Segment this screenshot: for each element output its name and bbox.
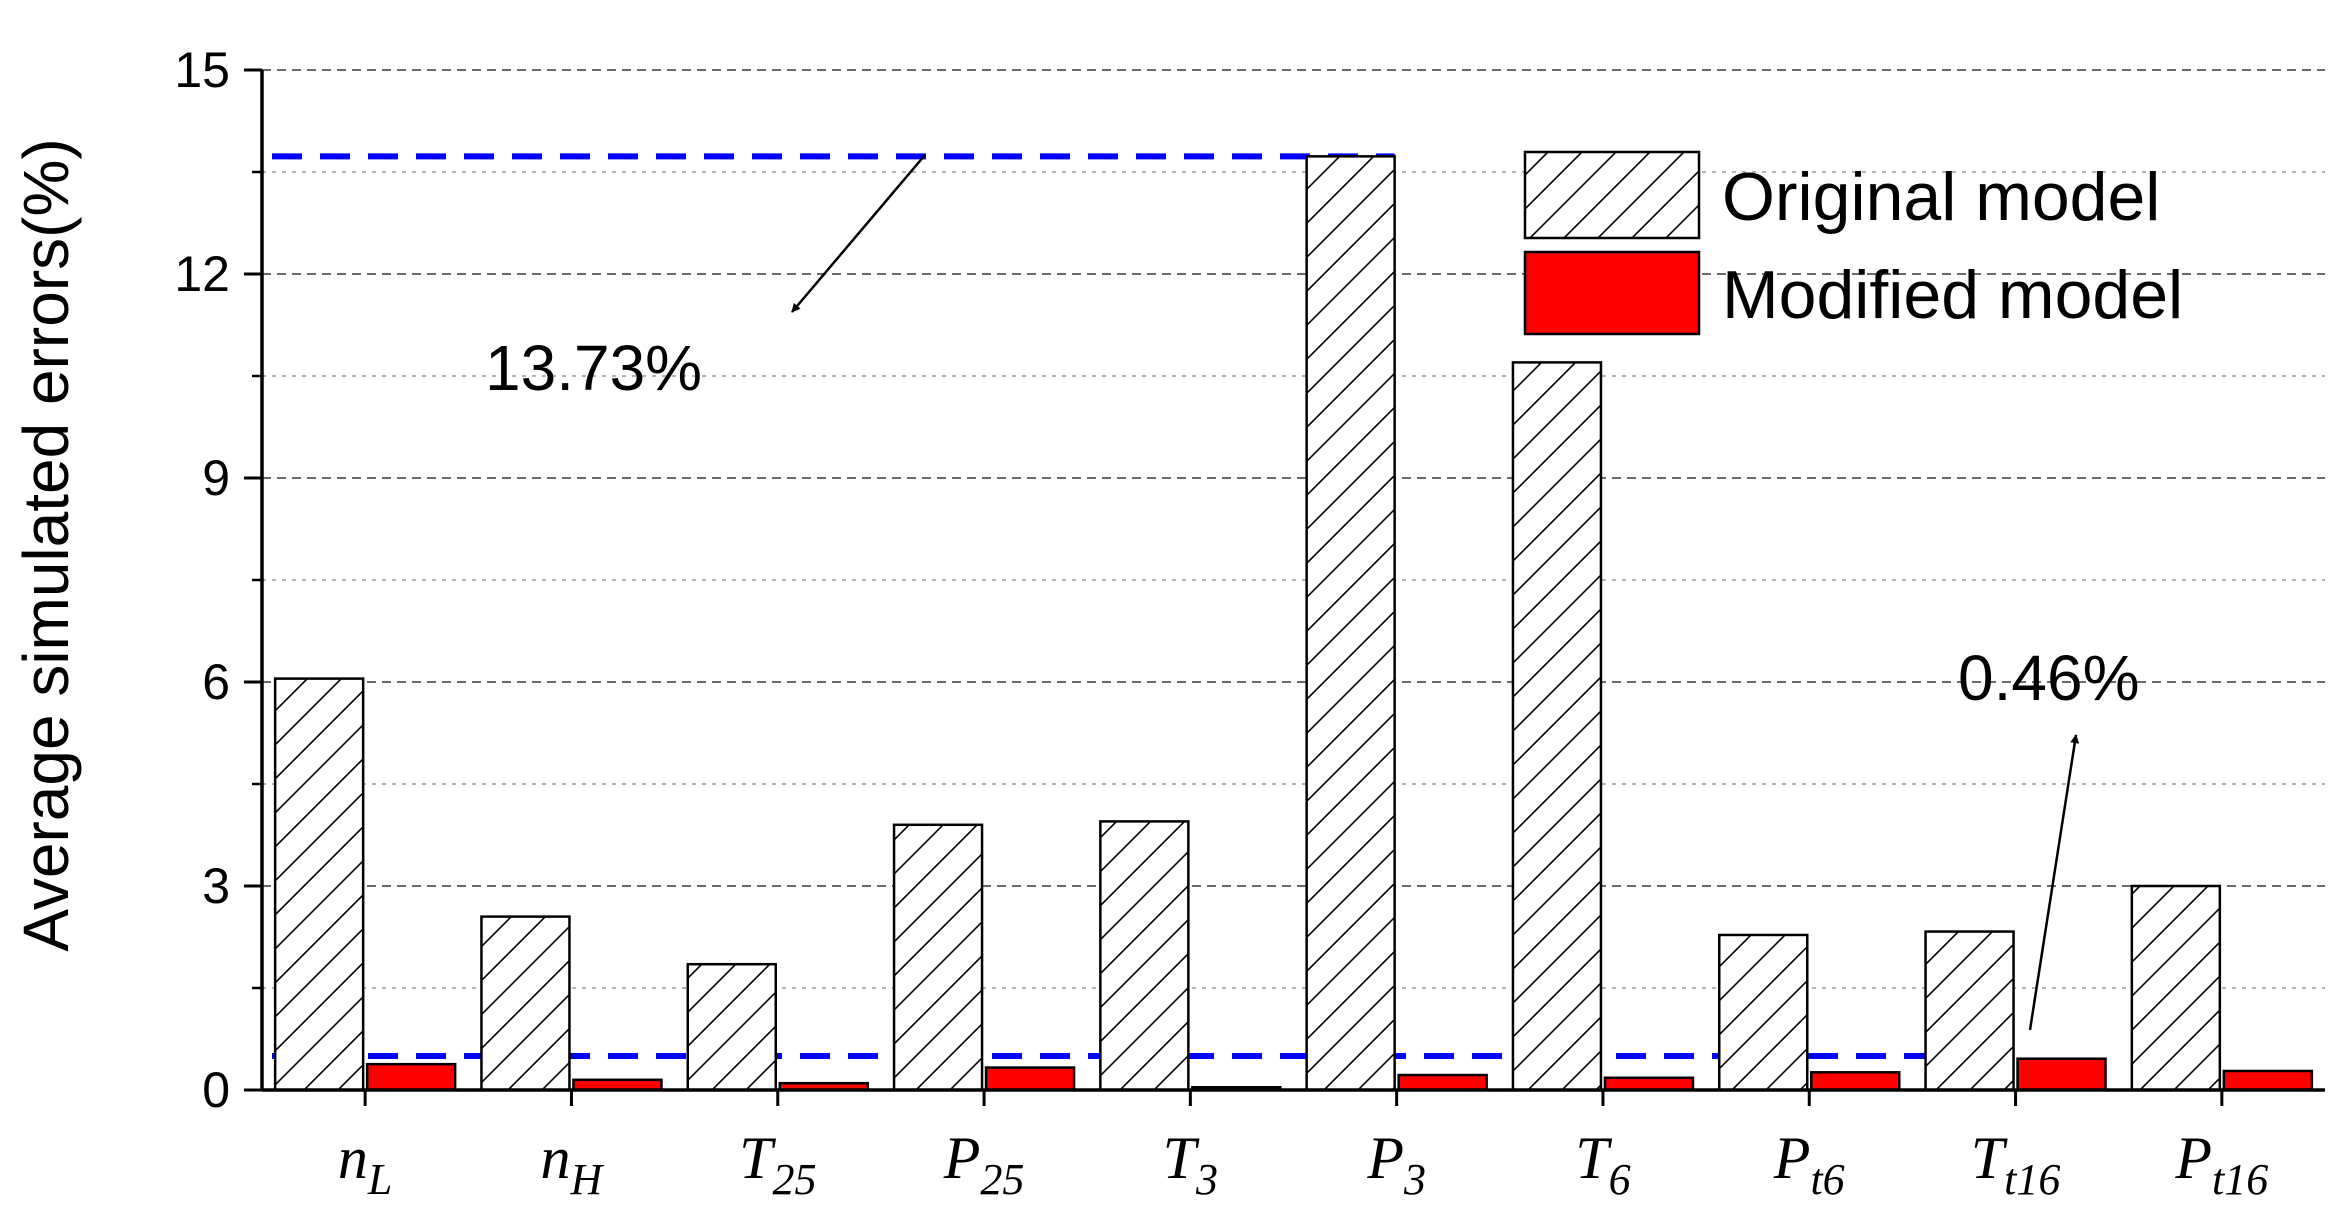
x-tick-label: nL	[338, 1125, 392, 1204]
bar-original-6	[1511, 361, 1603, 1092]
annotation-max-original: 13.73%	[485, 332, 702, 404]
x-tick-label: T25	[739, 1125, 816, 1204]
x-tick-label: T6	[1575, 1125, 1630, 1204]
x-tick-label: Pt16	[2174, 1125, 2268, 1204]
x-tick-label: nH	[541, 1125, 605, 1204]
grid-lines	[262, 69, 2325, 989]
x-tick-label: P25	[943, 1125, 1025, 1204]
annotation-arrow-max	[791, 154, 926, 313]
annotation-max-modified: 0.46%	[1958, 642, 2139, 714]
bar-modified-5	[1397, 1073, 1488, 1092]
annotation-arrow-modified	[2028, 734, 2080, 1031]
bar-modified-9	[2222, 1069, 2314, 1092]
legend: Original model Modified model	[1523, 150, 2183, 336]
y-tick-label: 12	[174, 246, 230, 302]
bar-modified-0	[365, 1062, 457, 1092]
bar-modified-6	[1603, 1076, 1695, 1092]
bar-original-4	[1099, 820, 1190, 1092]
bar-original-7	[1718, 933, 1809, 1092]
y-tick-label: 15	[174, 42, 230, 98]
bar-original-8	[1924, 930, 2015, 1092]
legend-label-modified: Modified model	[1722, 257, 2183, 333]
bar-original-2	[686, 962, 777, 1092]
reference-lines	[272, 153, 1990, 1059]
bar-modified-3	[984, 1066, 1076, 1092]
bar-modified-8	[2016, 1057, 2107, 1092]
bar-original-1	[480, 915, 571, 1092]
bars	[273, 155, 2314, 1092]
legend-swatch-modified	[1523, 250, 1701, 336]
bar-original-3	[892, 823, 984, 1092]
y-axis-label: Average simulated errors(%)	[10, 138, 82, 951]
x-tick-label: Tt16	[1971, 1125, 2061, 1204]
axes	[244, 68, 2325, 1106]
annotations: 13.73% 0.46%	[485, 154, 2139, 1031]
x-tick-label: T3	[1163, 1125, 1218, 1204]
x-tick-label: Pt6	[1773, 1125, 1845, 1204]
y-tick-label: 6	[202, 654, 230, 710]
y-tick-label: 0	[202, 1062, 230, 1118]
bar-original-0	[273, 677, 365, 1092]
bar-modified-7	[1810, 1071, 1901, 1092]
tick-labels: 0 3 6 9 12 15 nL nH T25 P25 T3 P3 T6 Pt6 Tt16 Pt16	[174, 42, 2268, 1204]
y-tick-label: 3	[202, 858, 230, 914]
legend-label-original: Original model	[1722, 159, 2160, 235]
y-tick-label: 9	[202, 450, 230, 506]
x-tick-label: P3	[1366, 1125, 1426, 1204]
bar-original-5	[1305, 155, 1396, 1092]
legend-swatch-original	[1523, 150, 1701, 240]
bar-original-9	[2130, 884, 2222, 1092]
